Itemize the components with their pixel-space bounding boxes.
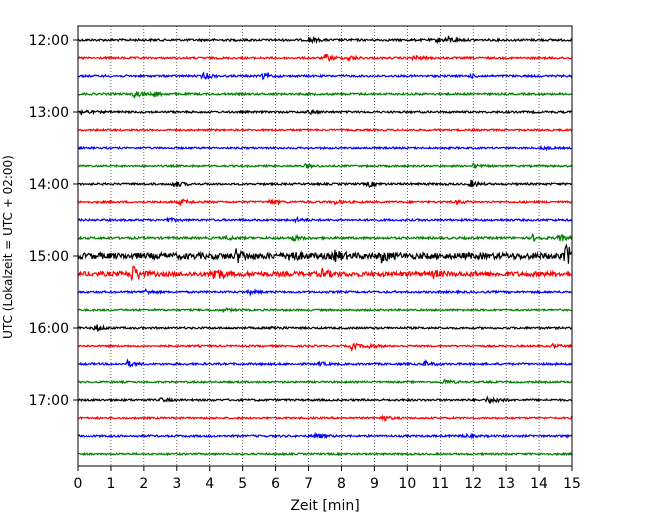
y-tick-label-1400: 14:00 — [29, 177, 69, 193]
x-tick-label-2: 2 — [139, 476, 148, 492]
trace-1300 — [77, 108, 573, 116]
y-tick-label-1300: 13:00 — [29, 105, 69, 121]
trace-1700 — [77, 395, 573, 405]
trace-1745 — [77, 451, 573, 457]
trace-1615 — [77, 342, 573, 353]
x-tick-label-3: 3 — [172, 476, 181, 492]
x-tick-label-15: 15 — [563, 476, 581, 492]
trace-1730 — [77, 431, 573, 440]
trace-1200 — [77, 35, 572, 45]
trace-1715 — [77, 414, 573, 422]
trace-1430 — [77, 215, 573, 224]
trace-1600 — [77, 323, 573, 332]
x-tick-label-0: 0 — [74, 476, 83, 492]
y-tick-label-1600: 16:00 — [29, 321, 69, 337]
x-tick-label-5: 5 — [238, 476, 247, 492]
x-axis: 0 1 2 3 4 5 6 7 8 9 10 11 12 13 14 15 — [74, 466, 581, 492]
y-tick-label-1500: 15:00 — [29, 249, 69, 265]
trace-1515 — [77, 265, 573, 282]
trace-1530 — [77, 287, 573, 297]
x-tick-label-8: 8 — [337, 476, 346, 492]
x-tick-label-14: 14 — [530, 476, 548, 492]
trace-1415 — [77, 198, 573, 207]
traces — [77, 35, 573, 457]
plot-frame — [77, 25, 573, 467]
x-tick-label-1: 1 — [106, 476, 115, 492]
trace-1330 — [77, 144, 573, 152]
trace-1400 — [77, 179, 573, 189]
trace-1245 — [77, 90, 573, 99]
x-tick-label-13: 13 — [497, 476, 515, 492]
x-tick-label-11: 11 — [431, 476, 449, 492]
x-axis-label: Zeit [min] — [290, 498, 359, 514]
x-tick-label-6: 6 — [271, 476, 280, 492]
x-tick-label-7: 7 — [304, 476, 313, 492]
x-tick-label-10: 10 — [398, 476, 416, 492]
trace-1545 — [78, 307, 573, 313]
trace-1345 — [77, 162, 573, 170]
y-tick-label-1700: 17:00 — [29, 393, 69, 409]
y-axis-label: UTC (Lokalzeit = UTC + 02:00) — [1, 155, 15, 339]
trace-1645 — [78, 378, 573, 385]
y-tick-label-1200: 12:00 — [29, 33, 69, 49]
trace-1630 — [77, 358, 573, 368]
trace-1315 — [77, 127, 573, 133]
trace-1445 — [77, 232, 573, 243]
x-tick-label-9: 9 — [370, 476, 379, 492]
trace-1215 — [77, 53, 573, 63]
x-tick-label-12: 12 — [464, 476, 482, 492]
trace-1500 — [77, 243, 573, 264]
x-tick-label-4: 4 — [205, 476, 214, 492]
trace-1230 — [77, 71, 573, 81]
grid-lines — [110, 26, 540, 466]
y-axis: 12:00 13:00 14:00 15:00 16:00 17:00 — [29, 33, 78, 409]
